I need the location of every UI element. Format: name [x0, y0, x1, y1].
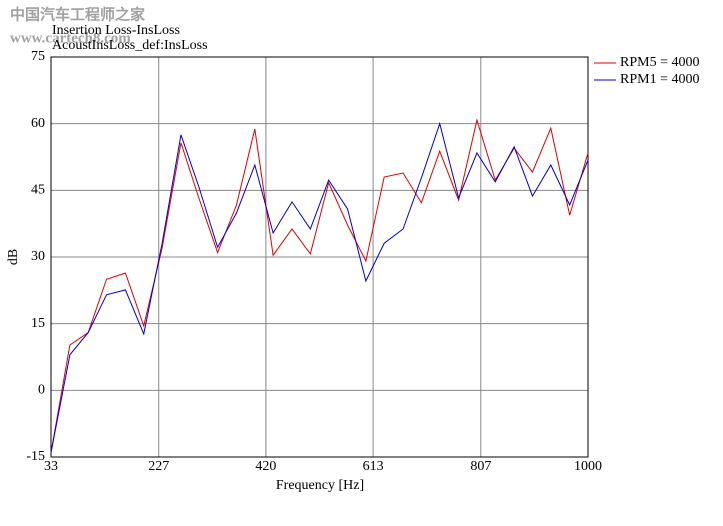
x-tick-label: 33	[44, 459, 58, 474]
chart-subtitle: AcoustInsLoss_def:InsLoss	[52, 38, 208, 53]
x-tick-label: 1000	[574, 459, 602, 474]
series-line	[50, 118, 589, 453]
y-axis-label: dB	[6, 249, 21, 265]
plot-frame	[50, 56, 589, 458]
legend-label: RPM1 = 4000	[620, 72, 699, 87]
y-tick-label: 15	[31, 316, 45, 331]
x-tick-label: 227	[148, 459, 169, 474]
watermark: www.cartech8.com	[10, 30, 131, 46]
series-line	[50, 121, 589, 453]
y-tick-label: 45	[31, 183, 45, 198]
x-tick-label: 420	[255, 459, 276, 474]
chart-title: Insertion Loss-InsLoss	[52, 23, 180, 38]
y-tick-label: -15	[26, 449, 45, 464]
legend-label: RPM5 = 4000	[620, 55, 699, 70]
y-tick-label: 75	[31, 49, 45, 64]
y-tick-label: 60	[31, 116, 45, 131]
watermark: 中国汽车工程师之家	[10, 5, 145, 23]
y-tick-label: 0	[38, 383, 45, 398]
x-tick-label: 807	[470, 459, 491, 474]
x-tick-label: 613	[363, 459, 384, 474]
x-axis-label: Frequency [Hz]	[276, 478, 364, 493]
y-tick-label: 30	[31, 249, 45, 264]
